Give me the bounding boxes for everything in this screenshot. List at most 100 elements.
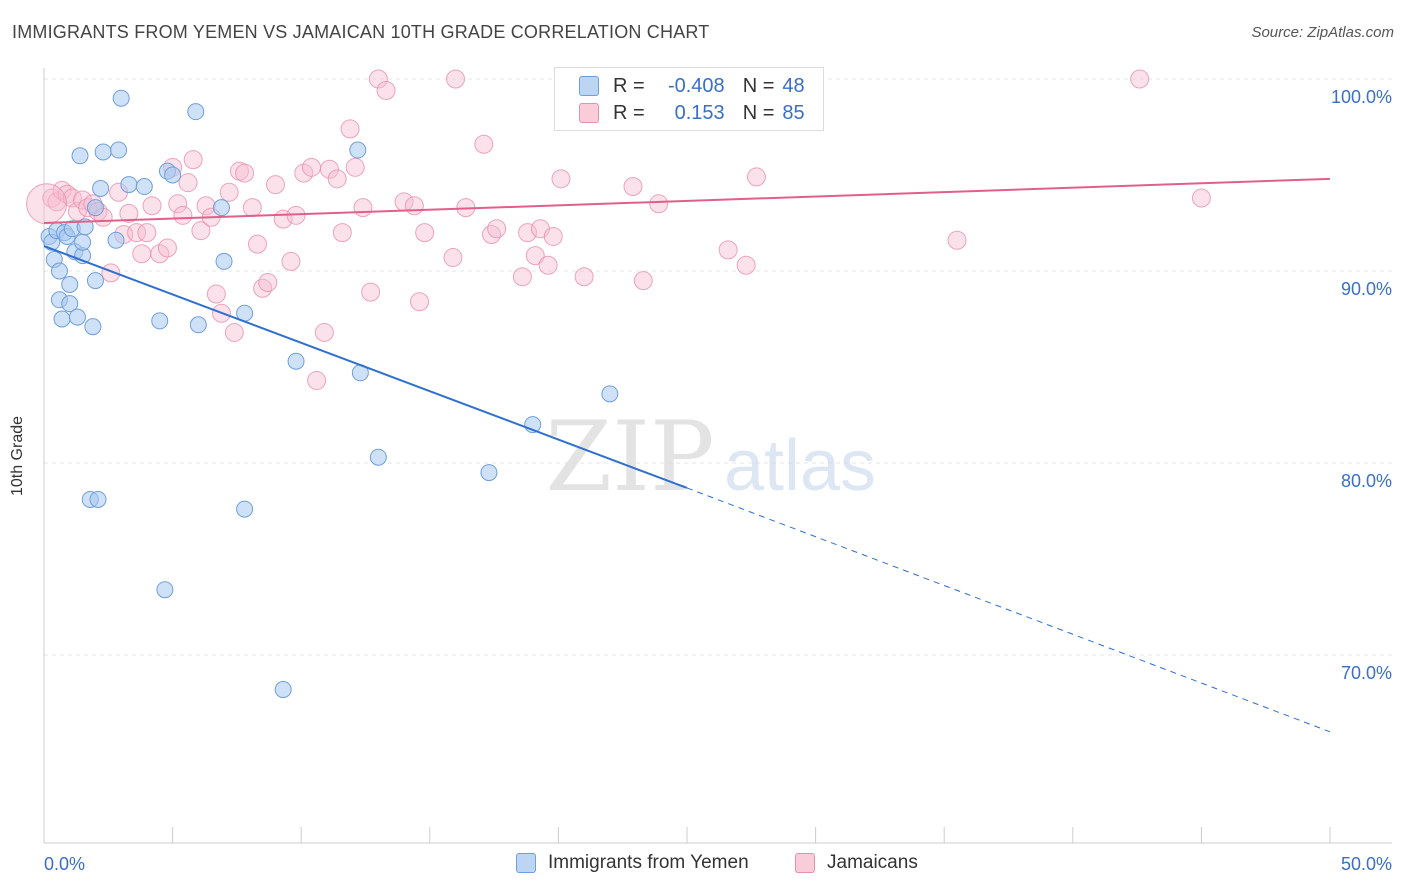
legend-n-value-yemen: 48 bbox=[782, 74, 805, 97]
yemen-point bbox=[349, 141, 367, 159]
legend-swatch-jamaica bbox=[795, 853, 815, 873]
jamaicans-point bbox=[345, 157, 365, 177]
jamaicans-point bbox=[404, 196, 424, 216]
yemen-point bbox=[89, 490, 107, 508]
jamaicans-point bbox=[482, 225, 502, 245]
legend-n-label: N = bbox=[742, 101, 775, 124]
jamaicans-point bbox=[947, 230, 967, 250]
yemen-point bbox=[61, 275, 79, 293]
yemen-point bbox=[76, 218, 94, 236]
yemen-trend-line bbox=[43, 245, 688, 489]
yemen-point bbox=[369, 448, 387, 466]
y-tick-label: 80.0% bbox=[1341, 471, 1392, 491]
jamaicans-point bbox=[1130, 69, 1150, 89]
legend-item-jamaica[interactable]: Jamaicans bbox=[795, 852, 918, 874]
jamaicans-point bbox=[307, 370, 327, 390]
legend-label-yemen: Immigrants from Yemen bbox=[548, 852, 749, 873]
jamaicans-point bbox=[487, 219, 507, 239]
x-tick-label: 0.0% bbox=[44, 854, 85, 874]
yemen-trend-extension bbox=[686, 487, 1331, 733]
jamaicans-point bbox=[183, 150, 203, 170]
jamaicans-point bbox=[137, 223, 157, 243]
jamaicans-point bbox=[1191, 188, 1211, 208]
y-tick-label: 100.0% bbox=[1331, 87, 1392, 107]
yemen-point bbox=[135, 178, 153, 196]
jamaicans-point bbox=[518, 223, 538, 243]
jamaicans-point bbox=[42, 188, 62, 208]
x-tick-label: 50.0% bbox=[1341, 854, 1392, 874]
yemen-point bbox=[53, 310, 71, 328]
chart-title: IMMIGRANTS FROM YEMEN VS JAMAICAN 10TH G… bbox=[12, 22, 710, 42]
jamaicans-point bbox=[443, 248, 463, 268]
watermark-atlas: atlas bbox=[724, 426, 876, 506]
jamaicans-point bbox=[736, 255, 756, 275]
yemen-point bbox=[480, 464, 498, 482]
series-jamaicans bbox=[26, 69, 1211, 390]
jamaicans-point bbox=[332, 223, 352, 243]
yemen-point bbox=[120, 176, 138, 194]
yemen-point bbox=[61, 295, 79, 313]
legend-row-jamaica: R = 0.153 N = 85 bbox=[579, 101, 805, 125]
legend-n-value-jamaica: 85 bbox=[782, 101, 805, 124]
jamaicans-point bbox=[353, 198, 373, 218]
jamaicans-point bbox=[368, 69, 388, 89]
jamaicans-point bbox=[340, 119, 360, 139]
yemen-point bbox=[156, 581, 174, 599]
jamaicans-point bbox=[718, 240, 738, 260]
jamaicans-point bbox=[150, 244, 170, 264]
yemen-point bbox=[92, 179, 110, 197]
jamaicans-point bbox=[512, 267, 532, 287]
yemen-point bbox=[151, 312, 169, 330]
jamaicans-point bbox=[314, 322, 334, 342]
tick-labels: 100.0% 90.0% 80.0% 70.0% 0.0% 50.0% bbox=[44, 87, 1392, 874]
legend-swatch-yemen bbox=[516, 853, 536, 873]
jamaicans-point bbox=[168, 194, 188, 214]
yemen-point bbox=[189, 316, 207, 334]
jamaicans-point bbox=[242, 198, 262, 218]
jamaicans-point bbox=[574, 267, 594, 287]
legend-item-yemen[interactable]: Immigrants from Yemen bbox=[516, 852, 749, 874]
yemen-point bbox=[110, 141, 128, 159]
jamaicans-point bbox=[319, 159, 339, 179]
jamaicans-point bbox=[746, 167, 766, 187]
trend-lines bbox=[43, 177, 1331, 733]
yemen-point bbox=[215, 252, 233, 270]
yemen-point bbox=[187, 103, 205, 121]
y-tick-label: 70.0% bbox=[1341, 663, 1392, 683]
yemen-point bbox=[112, 89, 130, 107]
jamaicans-point bbox=[127, 223, 147, 243]
legend-swatch-yemen bbox=[579, 76, 599, 96]
jamaicans-point bbox=[47, 192, 67, 212]
jamaicans-point bbox=[281, 251, 301, 271]
source-label: Source: ZipAtlas.com bbox=[1251, 24, 1394, 41]
yemen-point bbox=[50, 262, 68, 280]
jamaicans-point bbox=[525, 246, 545, 266]
y-axis-label: 10th Grade bbox=[9, 415, 26, 497]
jamaicans-point bbox=[410, 292, 430, 312]
yemen-point bbox=[94, 143, 112, 161]
legend-r-label: R = bbox=[613, 101, 645, 124]
yemen-point bbox=[212, 199, 230, 217]
jamaicans-point bbox=[219, 182, 239, 202]
legend-r-value-yemen: -0.408 bbox=[667, 74, 725, 97]
jamaicans-point bbox=[67, 201, 87, 221]
jamaicans-point bbox=[258, 273, 278, 293]
jamaicans-point bbox=[327, 169, 347, 189]
jamaicans-point bbox=[206, 284, 226, 304]
series-legend: Immigrants from Yemen Jamaicans bbox=[0, 852, 1406, 876]
jamaicans-point bbox=[551, 169, 571, 189]
legend-r-label: R = bbox=[613, 74, 645, 97]
jamaicans-point bbox=[101, 263, 121, 283]
jamaicans-point bbox=[623, 177, 643, 197]
yemen-point bbox=[236, 500, 254, 518]
yemen-point bbox=[71, 147, 89, 165]
jamaicans-point bbox=[543, 226, 563, 246]
jamaicans-point bbox=[142, 196, 162, 216]
jamaicans-point bbox=[361, 282, 381, 302]
legend-label-jamaica: Jamaicans bbox=[827, 852, 918, 873]
yemen-point bbox=[86, 199, 104, 217]
jamaicans-point bbox=[474, 134, 494, 154]
jamaicans-point bbox=[301, 157, 321, 177]
yemen-point bbox=[68, 308, 86, 326]
